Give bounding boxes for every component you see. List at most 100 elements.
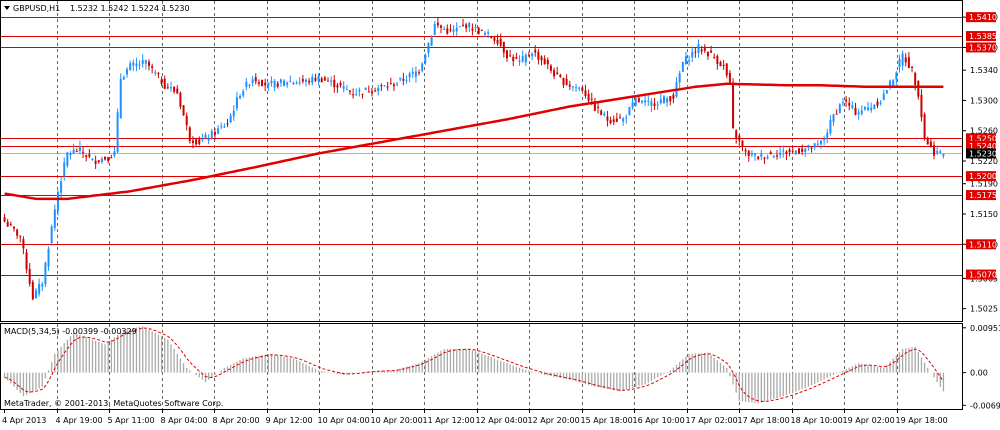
candle-body: [480, 29, 483, 31]
candle-body: [295, 82, 298, 84]
candle-body: [543, 58, 546, 65]
candle-body: [144, 60, 147, 64]
candle-body: [342, 86, 345, 89]
candle-body: [901, 53, 904, 66]
candle-body: [242, 91, 245, 96]
candle-body: [311, 76, 314, 83]
ohlc-header: 1.5232 1.5242 1.5224 1.5230: [70, 4, 190, 13]
candle-body: [232, 110, 235, 117]
candle-body: [148, 61, 151, 66]
candle-body: [816, 143, 819, 145]
candle-body: [336, 85, 339, 88]
candle-body: [502, 42, 505, 53]
time-tick-label: 4 Apr 19:00: [56, 416, 103, 425]
candle-body: [779, 152, 782, 155]
candle-body: [540, 56, 543, 61]
candle-body: [151, 66, 154, 69]
time-tick-label: 12 Apr 20:00: [528, 416, 580, 425]
candle-body: [728, 72, 731, 83]
candle-body: [549, 65, 552, 71]
candle-body: [512, 56, 515, 62]
candle-body: [647, 100, 650, 102]
candle-body: [565, 78, 568, 85]
candle-body: [82, 151, 85, 153]
candle-body: [735, 130, 738, 139]
candle-body: [851, 105, 854, 108]
candle-body: [706, 51, 709, 57]
candle-body: [436, 22, 439, 26]
candle-body: [34, 290, 37, 299]
price-tick-label: 1.5190: [970, 180, 998, 189]
candle-body: [553, 70, 556, 77]
candle-body: [873, 105, 876, 110]
candle-body: [116, 112, 119, 153]
candle-body: [305, 79, 308, 82]
time-tick-label: 16 Apr 10:00: [633, 416, 685, 425]
candle-body: [132, 62, 135, 66]
candle-body: [283, 80, 286, 86]
candle-body: [713, 57, 716, 59]
candle-body: [923, 114, 926, 139]
candle-body: [16, 229, 19, 236]
candle-body: [788, 149, 791, 153]
candle-body: [794, 150, 797, 154]
candle-body: [160, 79, 163, 85]
candle-body: [223, 126, 226, 128]
candle-body: [455, 27, 458, 32]
candle-body: [330, 80, 333, 82]
candle-body: [546, 59, 549, 65]
candle-body: [3, 217, 6, 222]
candle-body: [895, 72, 898, 80]
candle-body: [760, 153, 763, 157]
candle-body: [60, 181, 63, 193]
chart-menu-triangle-icon[interactable]: [4, 6, 10, 10]
candle-body: [474, 26, 477, 28]
macd-tick-label: 0.00951: [970, 324, 1000, 333]
candle-body: [876, 101, 879, 106]
candle-body: [581, 87, 584, 91]
price-tick-label: 1.5025: [970, 305, 998, 314]
candle-body: [66, 152, 69, 166]
level-price-label: 1.5250: [969, 134, 997, 143]
macd-tick-label: -0.00693: [970, 401, 1000, 410]
macd-label: MACD(5,34,5) -0.00399 -0.00329: [4, 327, 137, 336]
level-price-box: [966, 269, 996, 280]
candle-body: [785, 151, 788, 155]
candle-body: [286, 82, 289, 85]
candle-body: [41, 284, 44, 287]
candle-body: [826, 132, 829, 139]
level-price-box: [966, 42, 996, 53]
candle-body: [848, 102, 851, 106]
time-tick-label: 17 Apr 02:00: [686, 416, 738, 425]
candle-body: [710, 50, 713, 53]
candle-body: [612, 119, 615, 123]
candle-body: [201, 139, 204, 141]
candle-body: [56, 191, 59, 211]
candle-body: [562, 77, 565, 86]
candle-body: [392, 84, 395, 87]
candle-body: [556, 72, 559, 75]
candle-body: [672, 94, 675, 99]
level-price-label: 1.5110: [969, 240, 997, 249]
candle-body: [380, 85, 383, 87]
candle-body: [220, 126, 223, 128]
candle-body: [176, 88, 179, 94]
candle-body: [477, 27, 480, 34]
candle-body: [867, 107, 870, 111]
candle-body: [100, 158, 103, 163]
candle-body: [122, 77, 125, 80]
candle-body: [738, 135, 741, 141]
candle-body: [421, 63, 424, 71]
candle-body: [257, 82, 260, 84]
candle-body: [603, 113, 606, 116]
candle-body: [644, 100, 647, 103]
candle-body: [640, 100, 643, 103]
candle-body: [418, 72, 421, 74]
candle-body: [879, 102, 882, 104]
candle-body: [408, 73, 411, 78]
candle-body: [458, 26, 461, 28]
candle-body: [797, 148, 800, 154]
candle-body: [568, 84, 571, 87]
